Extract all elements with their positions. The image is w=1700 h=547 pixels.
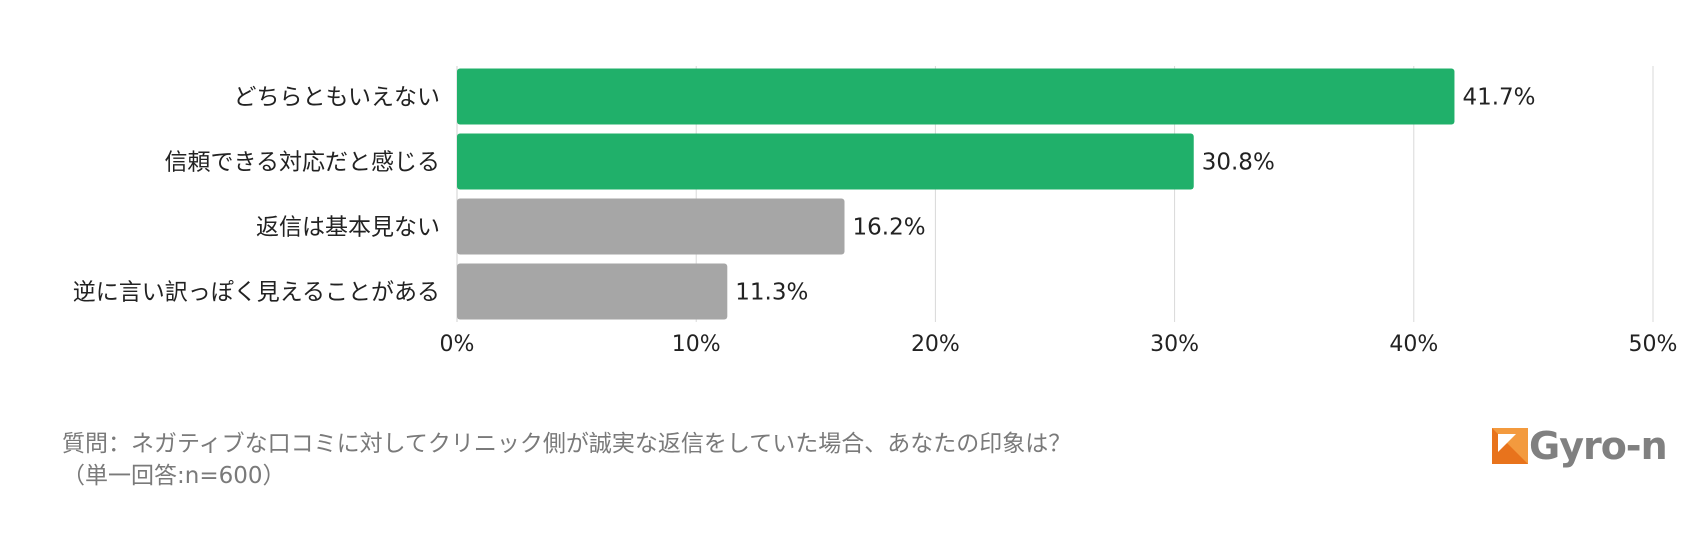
chart-bars xyxy=(457,68,1455,320)
gyro-n-logo-icon xyxy=(1492,428,1528,464)
sample-note: （単一回答:n=600） xyxy=(62,463,286,489)
category-label: どちらともいえない xyxy=(233,85,440,111)
x-tick-label: 0% xyxy=(440,332,475,357)
x-axis-ticks: 0% 10% 20% 30% 40% 50% xyxy=(440,332,1678,357)
category-label: 返信は基本見ない xyxy=(256,215,440,241)
chart-footer: 質問：ネガティブな口コミに対してクリニック側が誠実な返信をしていた場合、あなたの… xyxy=(62,428,1071,492)
brand-logo: Gyro-n xyxy=(1492,424,1668,468)
x-tick-label: 10% xyxy=(672,332,721,357)
value-labels: 41.7% 30.8% 16.2% 11.3% xyxy=(735,85,1535,306)
bar xyxy=(457,68,1455,125)
x-tick-label: 50% xyxy=(1629,332,1678,357)
value-label: 16.2% xyxy=(853,215,926,241)
logo-text: Gyro-n xyxy=(1529,424,1668,468)
bar xyxy=(457,198,845,255)
category-label: 逆に言い訳っぽく見えることがある xyxy=(73,280,440,306)
category-labels: どちらともいえない信頼できる対応だと感じる返信は基本見ない逆に言い訳っぽく見える… xyxy=(73,85,440,306)
question-text: 質問：ネガティブな口コミに対してクリニック側が誠実な返信をしていた場合、あなたの… xyxy=(62,431,1072,457)
category-label: 信頼できる対応だと感じる xyxy=(164,150,440,176)
value-label: 41.7% xyxy=(1462,85,1535,111)
x-tick-label: 30% xyxy=(1150,332,1199,357)
bar xyxy=(457,263,728,320)
value-label: 11.3% xyxy=(735,280,808,306)
bar xyxy=(457,133,1194,190)
bar-chart: どちらともいえない信頼できる対応だと感じる返信は基本見ない逆に言い訳っぽく見える… xyxy=(73,66,1678,357)
x-tick-label: 40% xyxy=(1389,332,1438,357)
value-label: 30.8% xyxy=(1202,150,1275,176)
x-tick-label: 20% xyxy=(911,332,960,357)
